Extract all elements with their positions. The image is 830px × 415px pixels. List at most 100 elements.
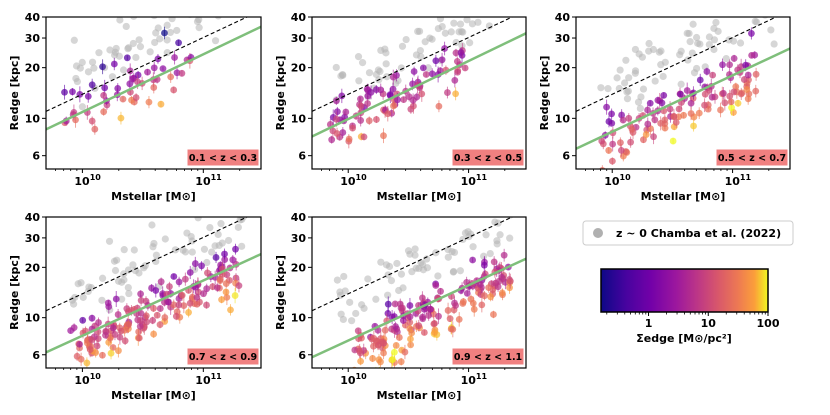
data-point	[234, 223, 242, 231]
data-point	[649, 45, 658, 54]
data-point	[416, 46, 424, 55]
data-point	[434, 272, 442, 280]
data-point	[377, 86, 385, 94]
data-point	[372, 295, 380, 303]
data-point	[88, 58, 97, 66]
data-point	[333, 276, 342, 284]
data-point	[703, 68, 711, 75]
data-point	[232, 6, 239, 13]
data-point	[478, 301, 486, 309]
redshift-label-box	[452, 149, 524, 166]
data-point	[336, 288, 344, 296]
data-point	[627, 138, 635, 146]
data-point	[150, 304, 157, 312]
data-point	[360, 133, 368, 141]
data-point	[166, 283, 173, 290]
y-axis: 6 10 20 30 40	[25, 11, 46, 163]
data-point	[714, 27, 722, 35]
data-point	[721, 99, 729, 107]
data-point	[397, 270, 406, 278]
data-point	[124, 283, 132, 292]
data-point	[93, 342, 101, 350]
data-point	[332, 115, 340, 123]
data-point	[719, 89, 727, 97]
redshift-label: 0.1 < z < 0.3	[189, 153, 257, 164]
data-point	[198, 262, 205, 270]
data-point	[126, 80, 134, 88]
data-point	[730, 55, 738, 62]
data-point	[692, 33, 701, 42]
redshift-label: 0.5 < z < 0.7	[718, 153, 786, 164]
y-axis: 6 10 20 30 40	[25, 211, 46, 362]
data-point	[333, 130, 341, 137]
data-point	[69, 88, 76, 96]
data-point	[677, 47, 685, 55]
plot-area	[312, 200, 526, 368]
z0-relation-line	[312, 217, 513, 312]
data-point	[504, 200, 511, 207]
data-point	[456, 20, 465, 28]
data-point	[454, 68, 461, 76]
y-tick-label: 6	[32, 349, 40, 362]
data-point	[384, 110, 392, 118]
data-point	[99, 63, 106, 71]
data-point	[657, 119, 665, 127]
data-point	[67, 327, 75, 335]
data-point	[770, 40, 778, 48]
data-point	[78, 58, 86, 66]
data-point	[494, 283, 502, 291]
data-point	[456, 267, 464, 275]
data-point	[167, 73, 175, 81]
data-point	[639, 85, 648, 93]
data-point	[493, 0, 500, 6]
data-point	[104, 299, 112, 307]
data-point	[114, 84, 122, 92]
data-point	[657, 47, 665, 55]
data-point	[621, 79, 629, 87]
y-axis-label: Redge [kpc]	[538, 56, 551, 131]
data-point	[677, 90, 684, 98]
data-point	[452, 49, 460, 57]
data-point	[705, 40, 713, 49]
data-point	[709, 71, 717, 79]
data-point	[367, 88, 375, 96]
data-point	[145, 98, 153, 106]
data-point	[125, 289, 133, 298]
data-point	[178, 291, 186, 299]
data-point	[686, 38, 694, 46]
data-point	[113, 256, 121, 264]
data-point	[453, 57, 461, 65]
data-point	[613, 74, 621, 82]
y-tick-label: 10	[555, 112, 571, 125]
y-tick-label: 40	[291, 211, 307, 224]
fit-line	[312, 257, 526, 359]
data-point	[175, 39, 182, 47]
data-point	[376, 67, 384, 76]
data-point	[356, 347, 364, 355]
data-point	[677, 80, 685, 88]
data-point	[701, 101, 708, 109]
x-tick-label: 1010	[340, 372, 367, 387]
data-point	[469, 256, 477, 264]
data-point	[117, 327, 125, 335]
y-tick-label: 40	[291, 11, 307, 24]
data-point	[339, 315, 347, 324]
data-point	[636, 104, 644, 113]
x-axis-label: Mstellar [M⊙]	[111, 190, 196, 203]
data-point	[496, 231, 504, 239]
data-point	[712, 18, 720, 27]
data-point	[342, 108, 350, 116]
x-tick-label: 1011	[195, 372, 222, 387]
data-point	[476, 281, 484, 288]
data-point	[61, 88, 68, 96]
axes-frame	[311, 16, 527, 170]
data-point	[194, 217, 202, 222]
colorbar-label: Σedge [M⊙/pc²]	[636, 332, 731, 345]
data-point	[134, 71, 142, 79]
data-point	[506, 277, 514, 285]
data-point	[680, 111, 688, 119]
data-point	[645, 39, 653, 48]
x-axis-label: Mstellar [M⊙]	[377, 190, 462, 203]
data-point	[340, 272, 348, 281]
data-point	[687, 110, 695, 117]
